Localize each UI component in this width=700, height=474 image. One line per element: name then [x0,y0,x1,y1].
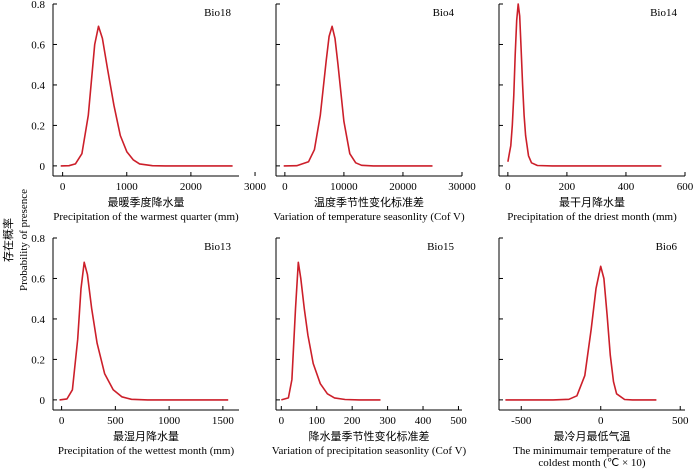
y-tick-label: 0.2 [31,354,45,366]
chart-panel-bio18: 0 0.2 0.4 0.6 0.8 0 1000 2000 3000 Bio18 最暖季度降水量 Pr… [31,0,266,223]
x-tick-label: 0 [598,415,604,427]
x-tick-label: -500 [511,415,532,427]
x-tick-label: 1000 [116,181,139,193]
chart-panel-bio6: -500 0 500 Bio6 最冷月最低气温 The minimumair temper… [498,237,689,469]
panel-label: Bio14 [650,7,677,19]
x-tick-label: 10000 [330,181,358,193]
y-tick-label: 0.8 [31,233,45,245]
x-tick-label: 1000 [158,415,181,427]
x-tick-label: 200 [344,415,361,427]
x-axis-title-cn: 最湿月降水量 [113,429,179,443]
x-axis-title-cn: 降水量季节性变化标准差 [309,429,430,443]
y-tick-label: 0.6 [31,39,45,51]
panel-label: Bio13 [204,241,231,253]
x-axis-title-en: Variation of temperature seasonlity (Cof… [273,211,465,223]
response-curve [507,3,662,167]
panel-label: Bio15 [427,241,454,253]
y-axis-title-cn: 存在概率 [1,218,15,262]
x-tick-label: 20000 [389,181,417,193]
x-tick-label: 500 [450,415,467,427]
chart-panel-bio4: 0 10000 20000 30000 Bio4 温度季节性变化标准差 Variation … [273,3,476,223]
y-axis-title-en: Probability of presence [18,189,30,291]
x-tick-label: 500 [107,415,124,427]
y-tick-label: 0 [40,395,46,407]
x-tick-label: 300 [379,415,396,427]
x-tick-label: 2000 [180,181,203,193]
x-tick-label: 200 [559,181,576,193]
y-tick-label: 0.6 [31,273,45,285]
x-tick-label: 30000 [448,181,476,193]
x-tick-label: 3000 [244,181,267,193]
x-axis-title-cn: 最冷月最低气温 [554,429,631,443]
x-tick-label: 0 [279,415,285,427]
y-tick-label: 0 [40,161,46,173]
panel-label: Bio18 [204,7,231,19]
panel-label: Bio6 [656,241,678,253]
y-tick-label: 0.2 [31,120,45,132]
x-tick-label: 400 [618,181,635,193]
x-tick-label: 0 [60,181,66,193]
response-curve [505,265,657,401]
x-axis-title-en: Precipitation of the warmest quarter (mm… [53,211,239,223]
chart-panel-bio13: 0 0.2 0.4 0.6 0.8 0 500 1000 1500 Bio13 最湿月降水量 Prec… [31,233,239,457]
x-axis-title-en: Precipitation of the driest month (mm) [507,211,677,223]
x-axis-title-en: The minimumair temperature of the [513,445,671,457]
chart-panel-bio15: 0 100 200 300 400 500 Bio15 降水量季节性变化标准差 Variatio… [272,237,467,457]
response-curve [59,261,229,401]
panel-label: Bio4 [433,7,455,19]
x-axis-title-en: coldest month (℃ × 10) [538,457,645,469]
response-curve [60,25,233,167]
x-axis-title-cn: 温度季节性变化标准差 [314,195,424,209]
y-tick-label: 0.4 [31,80,45,92]
x-tick-label: 100 [308,415,325,427]
x-axis-title-cn: 最暖季度降水量 [108,195,185,209]
x-tick-label: 600 [677,181,694,193]
response-curve [283,25,433,167]
y-tick-label: 0.4 [31,314,45,326]
x-tick-label: 1500 [212,415,235,427]
x-tick-label: 0 [505,181,511,193]
x-tick-label: 0 [282,181,288,193]
chart-panel-bio14: 0 200 400 600 Bio14 最干月降水量 Precipitation of th… [498,3,694,223]
x-tick-label: 400 [415,415,432,427]
y-tick-label: 0.8 [31,0,45,11]
x-tick-label: 500 [672,415,689,427]
x-axis-title-cn: 最干月降水量 [559,195,625,209]
x-axis-title-en: Precipitation of the wettest month (mm) [58,445,235,457]
x-axis-title-en: Variation of precipitation seasonlity (C… [272,445,467,457]
x-tick-label: 0 [59,415,65,427]
response-curve [281,261,381,401]
